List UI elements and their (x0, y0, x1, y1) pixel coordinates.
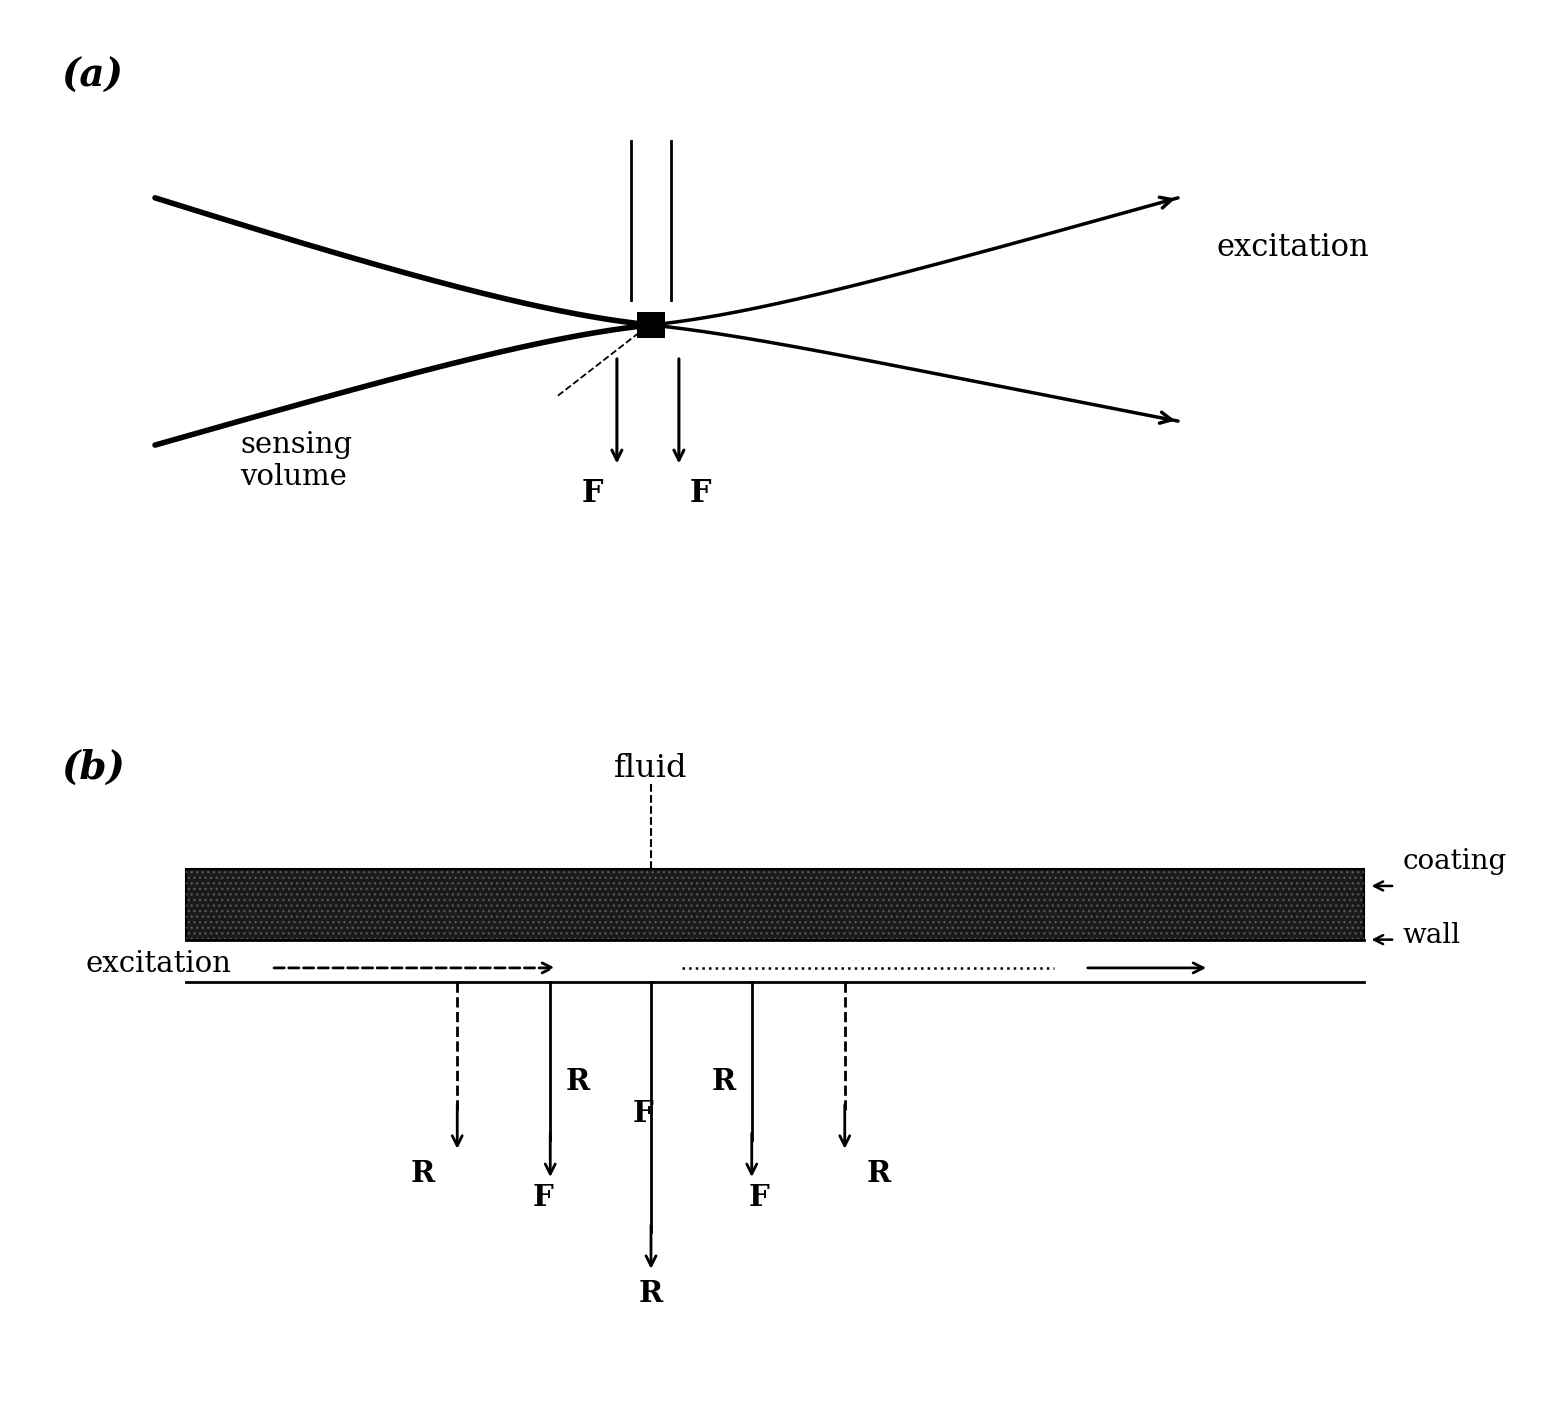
Text: wall: wall (1403, 921, 1460, 950)
Text: R: R (411, 1159, 436, 1188)
Text: F: F (632, 1099, 654, 1128)
Bar (186, 869, 1364, 940)
Text: excitation: excitation (85, 950, 231, 978)
Text: sensing
volume: sensing volume (240, 431, 352, 492)
Text: R: R (639, 1279, 663, 1308)
Text: F: F (532, 1183, 553, 1212)
Text: fluid: fluid (614, 753, 688, 784)
Text: R: R (711, 1067, 736, 1096)
Text: R: R (566, 1067, 591, 1096)
Bar (186, 869, 1364, 940)
Text: coating: coating (1403, 848, 1507, 876)
Text: R: R (866, 1159, 891, 1188)
Bar (637, 312, 665, 338)
Text: excitation: excitation (1217, 232, 1370, 263)
Text: F: F (690, 478, 711, 509)
Text: (b): (b) (62, 749, 126, 787)
Text: F: F (581, 478, 603, 509)
Text: F: F (749, 1183, 770, 1212)
Text: (a): (a) (62, 57, 124, 95)
